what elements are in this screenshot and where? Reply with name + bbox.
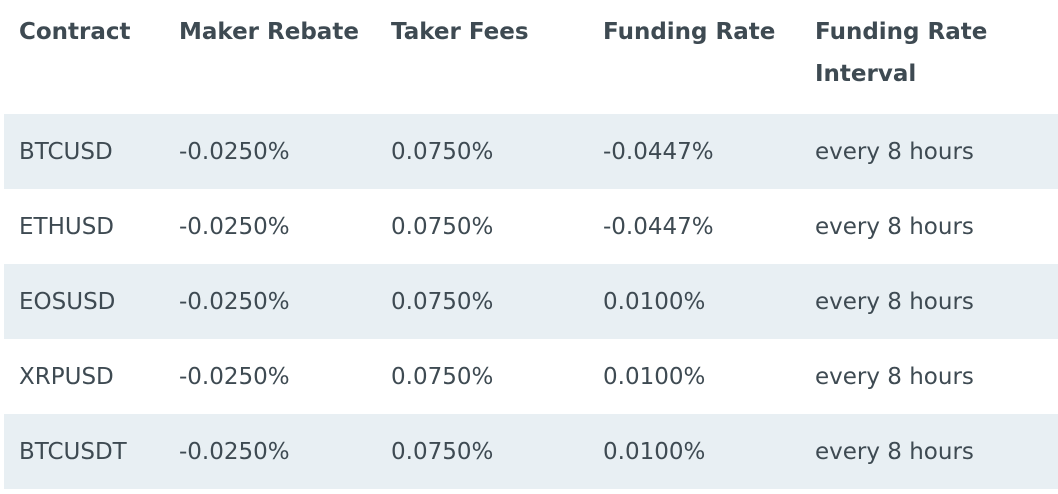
cell-contract: BTCUSD bbox=[4, 114, 164, 189]
cell-maker-rebate: -0.0250% bbox=[164, 189, 376, 264]
cell-contract: EOSUSD bbox=[4, 264, 164, 339]
cell-funding-interval: every 8 hours bbox=[800, 264, 1058, 339]
cell-funding-interval: every 8 hours bbox=[800, 339, 1058, 414]
cell-funding-interval: every 8 hours bbox=[800, 189, 1058, 264]
cell-funding-rate: 0.0100% bbox=[588, 264, 800, 339]
header-row: Contract Maker Rebate Taker Fees Funding… bbox=[4, 0, 1058, 114]
cell-taker-fees: 0.0750% bbox=[376, 414, 588, 489]
cell-contract: ETHUSD bbox=[4, 189, 164, 264]
table-row: BTCUSD -0.0250% 0.0750% -0.0447% every 8… bbox=[4, 114, 1058, 189]
cell-taker-fees: 0.0750% bbox=[376, 339, 588, 414]
table-header: Contract Maker Rebate Taker Fees Funding… bbox=[4, 0, 1058, 114]
cell-funding-interval: every 8 hours bbox=[800, 114, 1058, 189]
table-row: ETHUSD -0.0250% 0.0750% -0.0447% every 8… bbox=[4, 189, 1058, 264]
table-row: EOSUSD -0.0250% 0.0750% 0.0100% every 8 … bbox=[4, 264, 1058, 339]
table-row: BTCUSDT -0.0250% 0.0750% 0.0100% every 8… bbox=[4, 414, 1058, 489]
cell-maker-rebate: -0.0250% bbox=[164, 114, 376, 189]
header-taker-fees: Taker Fees bbox=[391, 19, 529, 45]
fees-table: Contract Maker Rebate Taker Fees Funding… bbox=[4, 0, 1058, 489]
cell-funding-rate: 0.0100% bbox=[588, 414, 800, 489]
table-row: XRPUSD -0.0250% 0.0750% 0.0100% every 8 … bbox=[4, 339, 1058, 414]
cell-funding-rate: 0.0100% bbox=[588, 339, 800, 414]
table-body: BTCUSD -0.0250% 0.0750% -0.0447% every 8… bbox=[4, 114, 1058, 489]
cell-maker-rebate: -0.0250% bbox=[164, 414, 376, 489]
cell-contract: BTCUSDT bbox=[4, 414, 164, 489]
cell-maker-rebate: -0.0250% bbox=[164, 264, 376, 339]
header-contract: Contract bbox=[19, 19, 131, 45]
cell-maker-rebate: -0.0250% bbox=[164, 339, 376, 414]
cell-funding-rate: -0.0447% bbox=[588, 189, 800, 264]
cell-funding-rate: -0.0447% bbox=[588, 114, 800, 189]
cell-taker-fees: 0.0750% bbox=[376, 264, 588, 339]
header-maker-rebate: Maker Rebate bbox=[179, 19, 359, 45]
header-funding-rate-interval: Funding Rate Interval bbox=[815, 19, 988, 87]
cell-taker-fees: 0.0750% bbox=[376, 189, 588, 264]
cell-taker-fees: 0.0750% bbox=[376, 114, 588, 189]
cell-funding-interval: every 8 hours bbox=[800, 414, 1058, 489]
header-funding-rate: Funding Rate bbox=[603, 19, 776, 45]
fees-table-container: Contract Maker Rebate Taker Fees Funding… bbox=[4, 0, 1058, 489]
cell-contract: XRPUSD bbox=[4, 339, 164, 414]
